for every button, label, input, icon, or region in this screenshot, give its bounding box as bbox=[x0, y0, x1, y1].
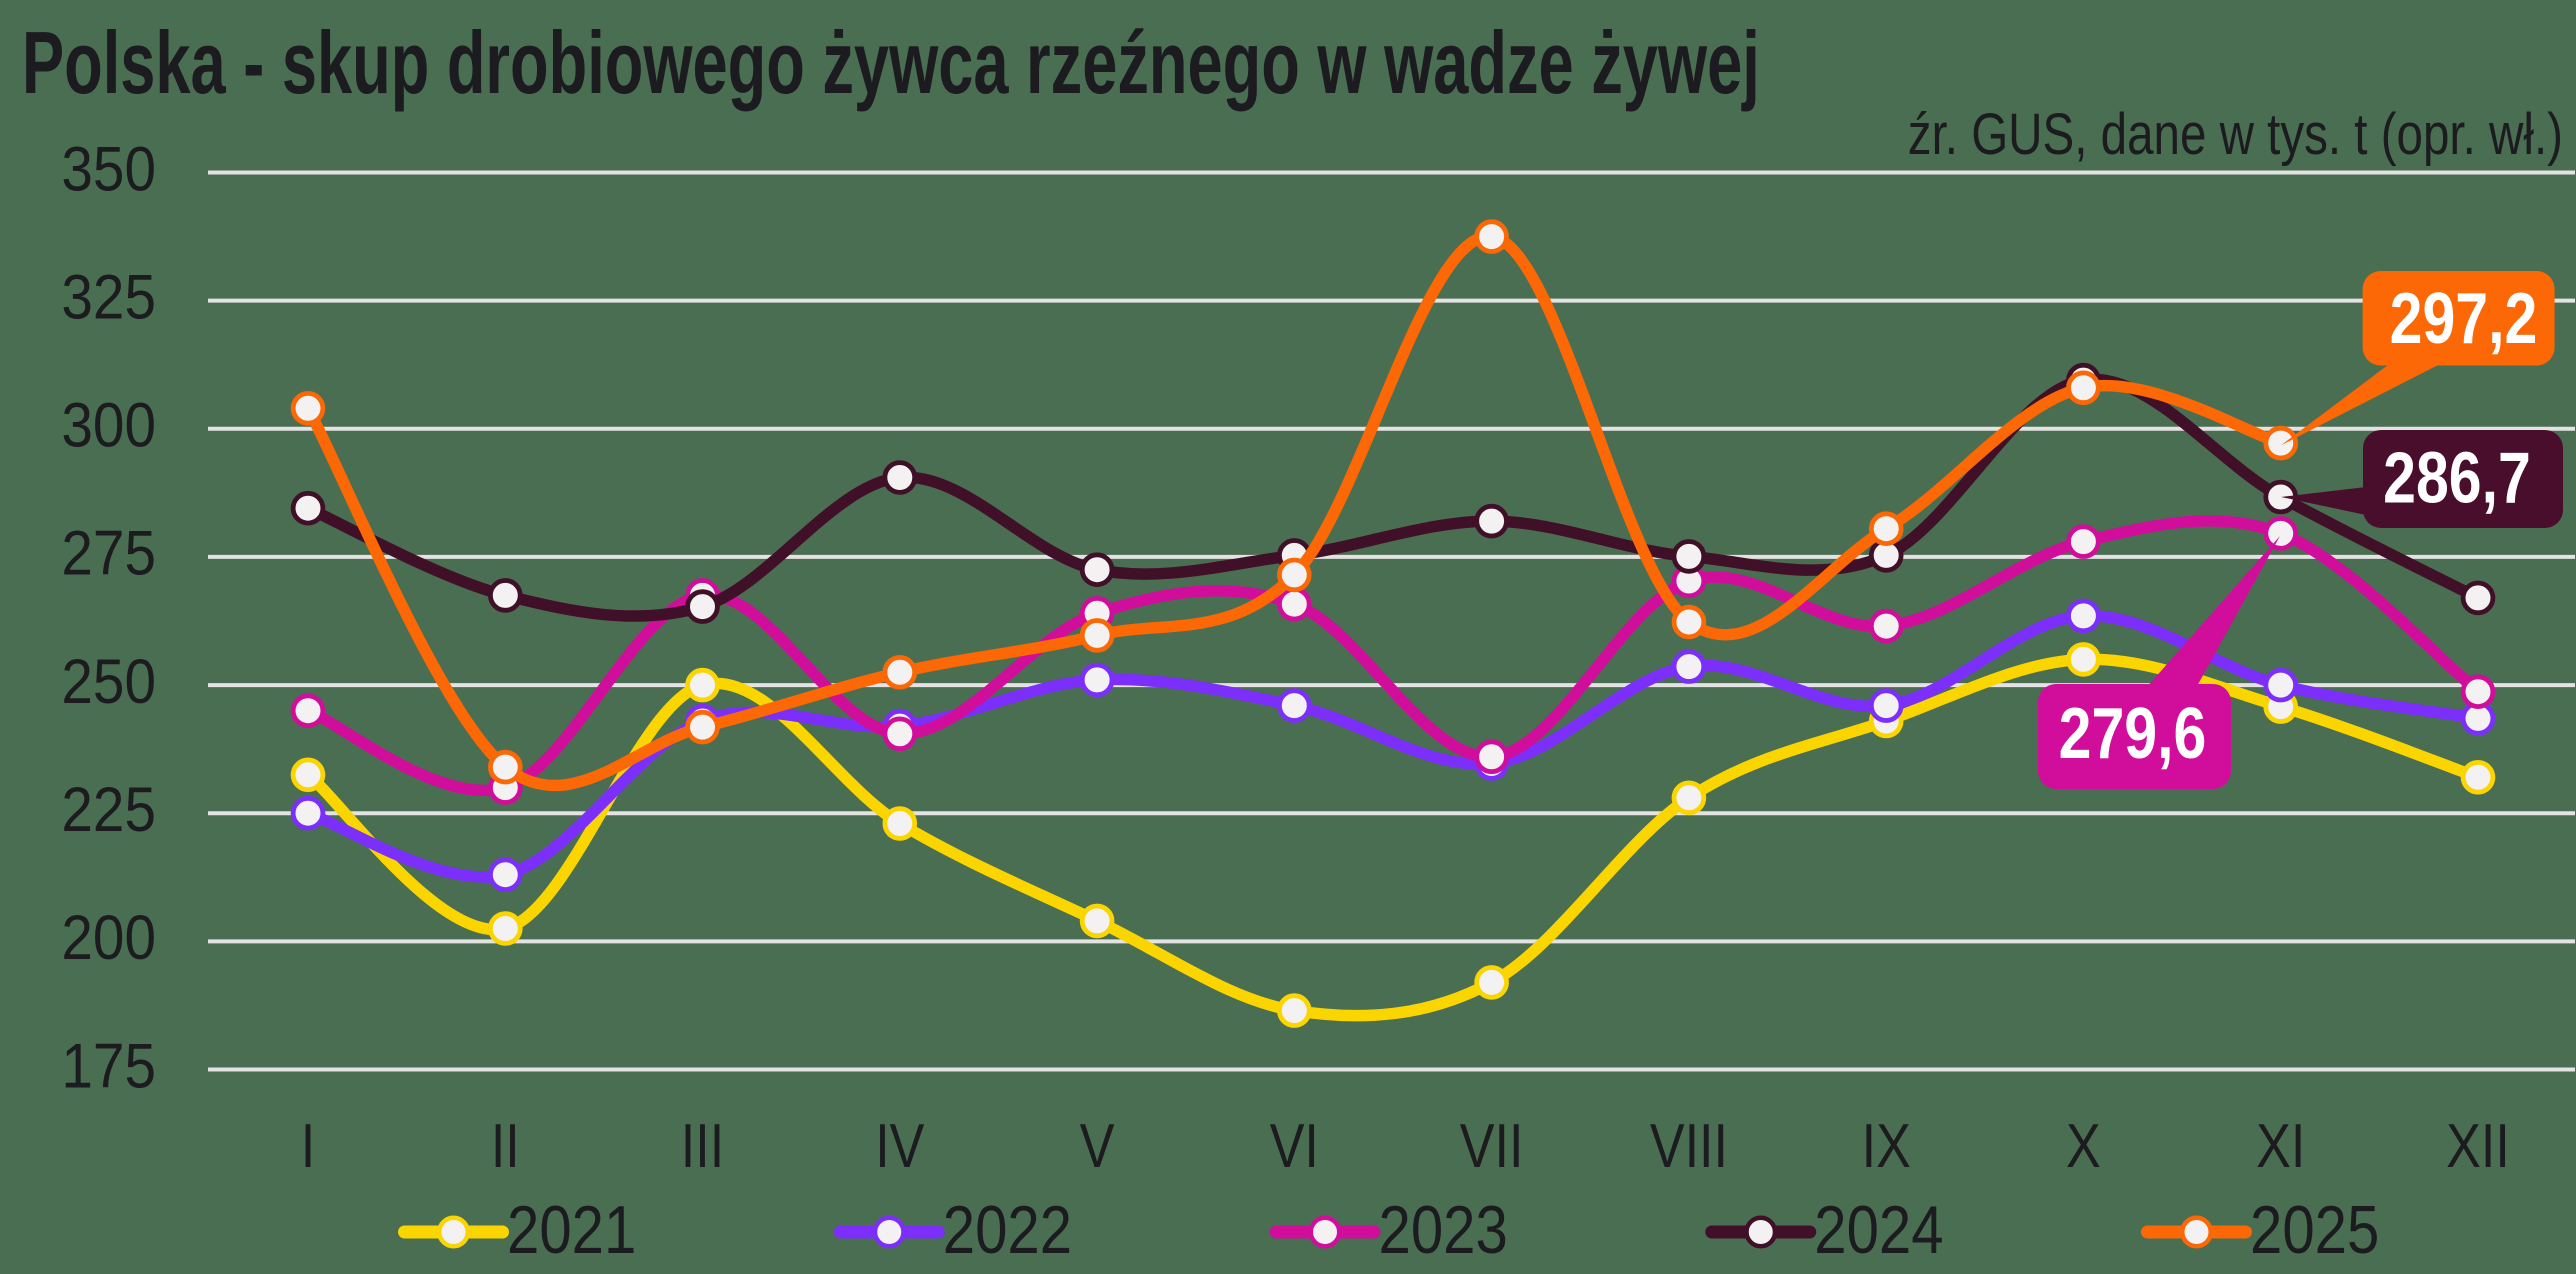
svg-text:XI: XI bbox=[2256, 1112, 2305, 1181]
svg-text:VIII: VIII bbox=[1650, 1112, 1728, 1181]
svg-text:IX: IX bbox=[1862, 1112, 1911, 1181]
svg-text:300: 300 bbox=[61, 390, 156, 460]
svg-text:275: 275 bbox=[61, 518, 156, 588]
svg-text:III: III bbox=[681, 1112, 724, 1181]
svg-text:2022: 2022 bbox=[943, 1193, 1072, 1268]
svg-text:225: 225 bbox=[61, 774, 156, 844]
svg-text:Polska - skup drobiowego żywca: Polska - skup drobiowego żywca rzeźnego … bbox=[22, 15, 1760, 113]
svg-text:2023: 2023 bbox=[1379, 1193, 1508, 1268]
svg-text:I: I bbox=[301, 1112, 315, 1181]
svg-text:200: 200 bbox=[61, 902, 156, 972]
svg-text:V: V bbox=[1080, 1112, 1115, 1181]
svg-text:II: II bbox=[491, 1112, 520, 1181]
svg-text:250: 250 bbox=[61, 646, 156, 716]
svg-text:2025: 2025 bbox=[2250, 1193, 2379, 1268]
svg-text:XII: XII bbox=[2446, 1112, 2510, 1181]
svg-text:VII: VII bbox=[1460, 1112, 1524, 1181]
svg-text:297,2: 297,2 bbox=[2390, 277, 2538, 358]
svg-text:X: X bbox=[2066, 1112, 2101, 1181]
svg-text:325: 325 bbox=[61, 262, 156, 332]
svg-text:2024: 2024 bbox=[1814, 1193, 1943, 1268]
svg-text:175: 175 bbox=[61, 1031, 156, 1101]
svg-text:IV: IV bbox=[875, 1112, 924, 1181]
svg-text:2021: 2021 bbox=[507, 1193, 636, 1268]
svg-text:286,7: 286,7 bbox=[2383, 437, 2531, 518]
svg-text:279,6: 279,6 bbox=[2059, 692, 2207, 773]
svg-text:350: 350 bbox=[61, 134, 156, 204]
svg-text:źr. GUS, dane w tys. t (opr. w: źr. GUS, dane w tys. t (opr. wł.) bbox=[1908, 103, 2563, 168]
svg-text:VI: VI bbox=[1270, 1112, 1319, 1181]
